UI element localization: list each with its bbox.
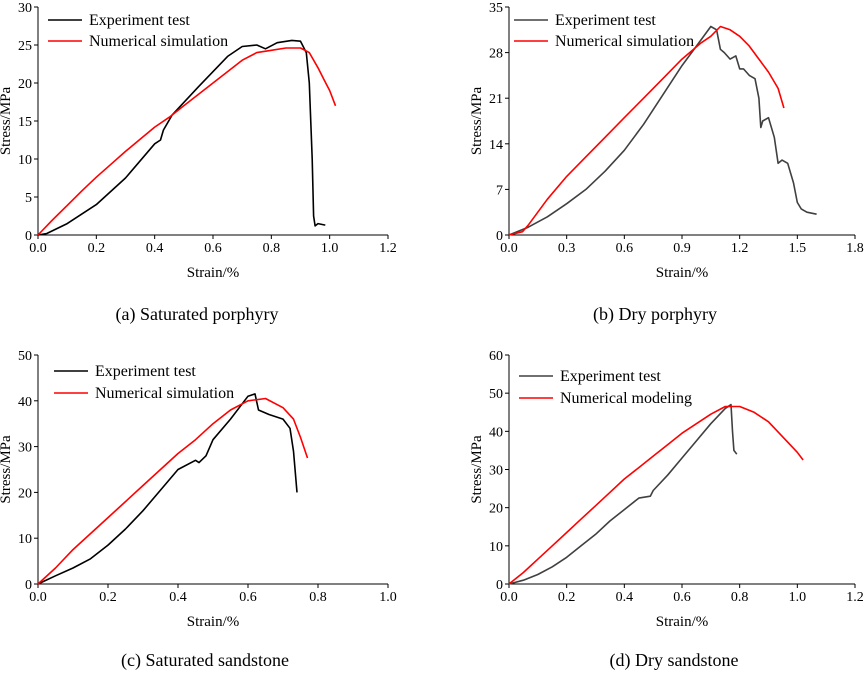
y-tick-label: 30 — [489, 464, 503, 479]
y-tick-label: 5 — [25, 191, 32, 206]
chart-caption: (a) Saturated porphyry — [116, 304, 279, 325]
y-tick-label: 0 — [25, 229, 32, 244]
chart-caption: (b) Dry porphyry — [593, 304, 717, 325]
x-tick-label: 0.6 — [204, 241, 222, 256]
legend-label-2: Numerical modeling — [560, 390, 692, 407]
x-tick-label: 0.8 — [731, 590, 749, 605]
y-tick-label: 15 — [18, 115, 32, 130]
chart-caption: (c) Saturated sandstone — [121, 650, 289, 671]
y-tick-label: 14 — [489, 138, 503, 153]
x-tick-label: 1.0 — [321, 241, 339, 256]
x-tick-label: 0.0 — [29, 241, 47, 256]
legend-label-2: Numerical simulation — [89, 33, 228, 50]
series-line-1 — [37, 393, 298, 585]
x-axis-label: Strain/% — [187, 614, 240, 630]
series-line-1 — [37, 39, 326, 236]
chart-legend: Experiment test Numerical simulation — [514, 12, 694, 50]
y-tick-label: 60 — [489, 349, 503, 364]
legend-label-2: Numerical simulation — [555, 33, 694, 50]
series-line-2 — [508, 405, 804, 585]
y-tick-label: 0 — [496, 229, 503, 244]
y-tick-label: 50 — [489, 387, 503, 402]
x-tick-label: 0.8 — [263, 241, 281, 256]
x-axis-label: Strain/% — [187, 265, 240, 281]
x-tick-label: 0.4 — [169, 590, 187, 605]
y-tick-label: 25 — [18, 39, 32, 54]
series-line-1 — [508, 403, 738, 585]
legend-label-1: Experiment test — [95, 363, 196, 380]
x-tick-label: 0.4 — [616, 590, 634, 605]
x-axis-label: Strain/% — [656, 614, 709, 630]
y-tick-label: 40 — [18, 395, 32, 410]
x-tick-label: 0.9 — [673, 241, 691, 256]
y-tick-label: 7 — [496, 183, 503, 198]
legend-label-2: Numerical simulation — [95, 385, 234, 402]
x-tick-label: 1.0 — [789, 590, 807, 605]
x-tick-label: 1.2 — [379, 241, 397, 256]
x-tick-label: 0.6 — [616, 241, 634, 256]
y-axis-label: Stress/MPa — [0, 435, 14, 504]
x-tick-label: 1.2 — [731, 241, 749, 256]
y-tick-label: 10 — [18, 532, 32, 547]
y-tick-label: 0 — [25, 578, 32, 593]
x-tick-label: 0.3 — [558, 241, 576, 256]
y-axis-label: Stress/MPa — [469, 86, 485, 155]
x-tick-label: 0.0 — [500, 241, 518, 256]
chart-panel-1: 0.0 0.2 0.4 0.6 0.8 1.0 1.2 0 5 10 15 20 25 30 Strain/… — [0, 1, 397, 325]
chart-panel-3: 0.0 0.2 0.4 0.6 0.8 1.0 0 10 20 30 40 50 Strain/% Str… — [0, 349, 397, 671]
x-tick-label: 0.2 — [99, 590, 117, 605]
legend-label-1: Experiment test — [560, 368, 661, 385]
x-tick-label: 0.6 — [673, 590, 691, 605]
series-line-2 — [508, 25, 785, 236]
x-tick-label: 0.0 — [29, 590, 47, 605]
y-tick-label: 40 — [489, 425, 503, 440]
y-tick-label: 28 — [489, 47, 503, 62]
x-axis-label: Strain/% — [656, 265, 709, 281]
series-line-2 — [37, 397, 309, 585]
x-tick-label: 1.8 — [846, 241, 864, 256]
series-line-1 — [508, 25, 817, 236]
chart-caption: (d) Dry sandstone — [610, 650, 739, 671]
y-tick-label: 10 — [489, 540, 503, 555]
x-tick-label: 0.6 — [239, 590, 257, 605]
chart-panel-4: 0.0 0.2 0.4 0.6 0.8 1.0 1.2 0 10 20 30 40 50 60 Strain… — [469, 349, 864, 671]
x-tick-label: 0.2 — [558, 590, 576, 605]
x-tick-label: 0.8 — [309, 590, 327, 605]
y-tick-label: 20 — [18, 486, 32, 501]
y-tick-label: 50 — [18, 349, 32, 364]
chart-legend: Experiment test Numerical modeling — [519, 368, 692, 407]
y-tick-label: 20 — [18, 77, 32, 92]
y-tick-label: 30 — [18, 441, 32, 456]
x-tick-label: 0.2 — [88, 241, 106, 256]
y-axis-label: Stress/MPa — [469, 435, 485, 504]
legend-label-1: Experiment test — [89, 12, 190, 29]
chart-legend: Experiment test Numerical simulation — [48, 12, 228, 50]
legend-label-1: Experiment test — [555, 12, 656, 29]
y-tick-label: 35 — [489, 1, 503, 16]
y-tick-label: 21 — [489, 92, 503, 107]
series-line-2 — [37, 47, 337, 236]
y-tick-label: 10 — [18, 153, 32, 168]
y-tick-label: 20 — [489, 502, 503, 517]
y-tick-label: 0 — [496, 578, 503, 593]
x-tick-label: 1.2 — [846, 590, 864, 605]
chart-panel-2: 0.0 0.3 0.6 0.9 1.2 1.5 1.8 0 7 14 21 28 35 Strain/% S… — [469, 1, 864, 325]
y-axis-label: Stress/MPa — [0, 86, 14, 155]
y-tick-label: 30 — [18, 1, 32, 16]
x-tick-label: 1.0 — [379, 590, 397, 605]
chart-legend: Experiment test Numerical simulation — [54, 363, 234, 402]
x-tick-label: 0.0 — [500, 590, 518, 605]
x-tick-label: 0.4 — [146, 241, 164, 256]
x-tick-label: 1.5 — [789, 241, 807, 256]
